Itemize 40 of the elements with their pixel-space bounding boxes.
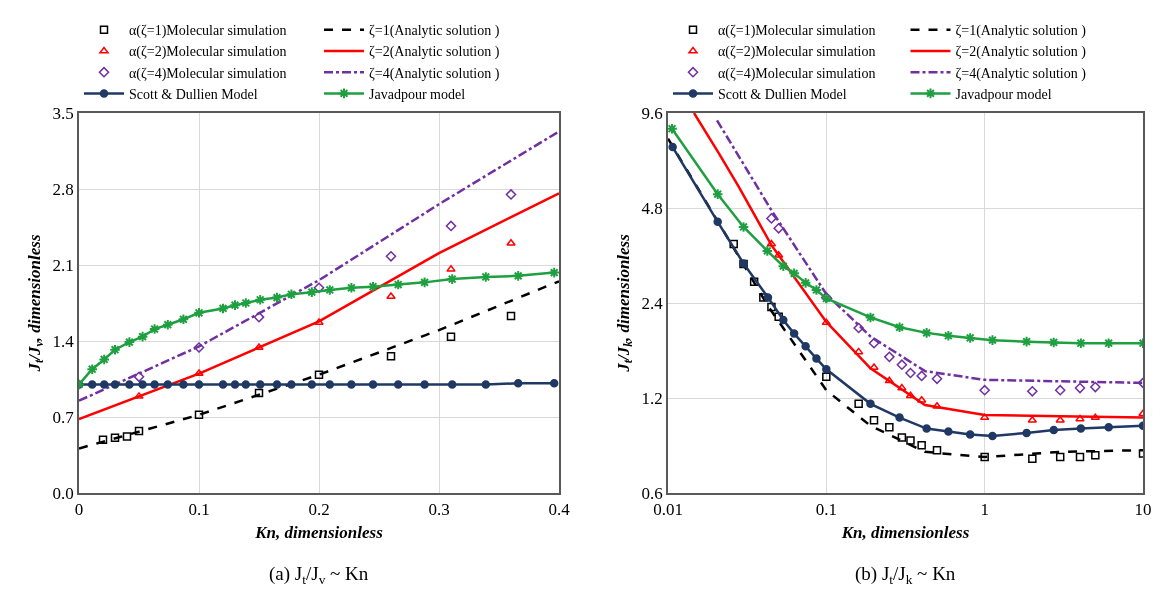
y-tick-label: 0.0 xyxy=(52,483,74,503)
legend-label: ζ=2(Analytic solution ) xyxy=(955,44,1087,61)
text: (b) J$_{t}$/J$_{k}$ ~ Kn xyxy=(855,563,956,587)
y-tick-label: 1.2 xyxy=(641,388,663,408)
y-tick-label: 2.4 xyxy=(641,293,664,313)
legend-label: α(ζ=2)Molecular simulation xyxy=(718,44,876,61)
x-tick-label: 0.01 xyxy=(653,500,683,520)
legend-label: Javadpour model xyxy=(369,86,466,102)
y-tick-label: 1.4 xyxy=(52,331,75,351)
y-tick-label: 2.1 xyxy=(52,255,74,275)
legend-label: ζ=2(Analytic solution ) xyxy=(369,44,500,61)
x-tick-label: 1 xyxy=(980,500,989,520)
x-axis-title: Kn, dimensionless xyxy=(254,523,384,543)
x-tick-label: 0.2 xyxy=(308,500,330,520)
y-tick-label: 0.6 xyxy=(641,483,663,503)
y-tick-label: 9.6 xyxy=(641,103,663,123)
x-tick-label: 0.1 xyxy=(815,500,837,520)
x-tick-label: 0.4 xyxy=(548,500,571,520)
text: (a) J$_{t}$/J$_{v}$ ~ Kn xyxy=(269,563,369,587)
legend-label: Scott & Dullien Model xyxy=(129,86,258,102)
legend-label: α(ζ=4)Molecular simulation xyxy=(129,65,287,82)
legend-label: Scott & Dullien Model xyxy=(718,86,847,102)
legend-label: ζ=1(Analytic solution ) xyxy=(369,23,500,40)
legend-label: α(ζ=1)Molecular simulation xyxy=(129,23,287,40)
y-tick-label: 3.5 xyxy=(52,103,74,123)
legend-label: α(ζ=4)Molecular simulation xyxy=(718,65,876,82)
legend-label: Javadpour model xyxy=(955,86,1052,102)
legend-label: α(ζ=2)Molecular simulation xyxy=(129,44,287,61)
x-axis-title: Kn, dimensionless xyxy=(840,523,970,543)
legend-label: ζ=4(Analytic solution ) xyxy=(369,65,500,82)
x-tick-label: 0.3 xyxy=(428,500,450,520)
y-tick-label: 0.7 xyxy=(52,407,75,427)
x-tick-label: 0 xyxy=(74,500,84,520)
legend-label: α(ζ=1)Molecular simulation xyxy=(718,23,876,40)
legend-label: ζ=4(Analytic solution ) xyxy=(955,65,1087,82)
legend-label: ζ=1(Analytic solution ) xyxy=(955,23,1087,40)
y-tick-label: 2.8 xyxy=(52,179,74,199)
x-tick-label: 10 xyxy=(1134,500,1152,520)
y-tick-label: 4.8 xyxy=(641,198,663,218)
x-tick-label: 0.1 xyxy=(188,500,210,520)
